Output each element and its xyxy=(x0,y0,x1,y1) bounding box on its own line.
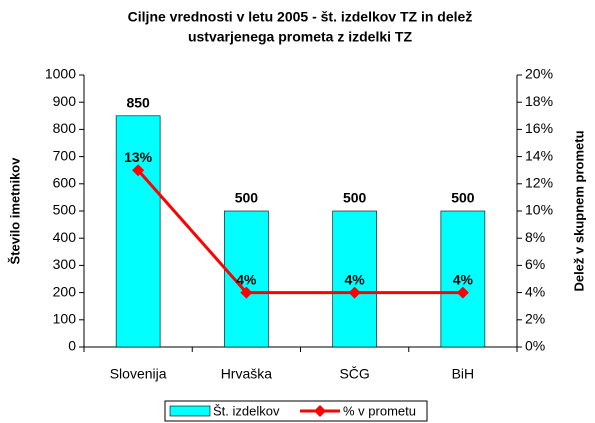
x-tick-label: BiH xyxy=(452,366,475,382)
y-tick-label: 0 xyxy=(68,338,76,354)
bar-value-label: 850 xyxy=(126,95,150,111)
x-tick-label: Hrvaška xyxy=(221,366,273,382)
marker xyxy=(456,286,469,299)
line-value-label: 4% xyxy=(345,271,366,287)
bar xyxy=(332,210,377,348)
y-tick-label: 100 xyxy=(53,311,77,327)
bar xyxy=(440,210,486,348)
legend-box xyxy=(164,400,428,422)
legend-swatch xyxy=(169,405,211,417)
y2-axis-label: Delež v skupnem prometu xyxy=(571,130,586,291)
y-tick-label: 400 xyxy=(53,229,77,245)
x-tick-label: Slovenija xyxy=(110,366,167,382)
bar-value-label: 500 xyxy=(343,190,367,206)
y2-tick-label: 6% xyxy=(525,256,545,272)
line-value-label: 13% xyxy=(124,149,153,165)
bar-value-label: 500 xyxy=(451,190,475,206)
marker xyxy=(240,286,253,299)
y2-tick-label: 2% xyxy=(525,311,545,327)
y-axis-label: Število imetnikov xyxy=(7,157,22,265)
legend-label: Št. izdelkov xyxy=(213,403,280,418)
chart-title: ustvarjenega prometa z izdelki TZ xyxy=(188,29,413,45)
legend-label: % v prometu xyxy=(343,403,416,418)
chart-title: Ciljne vrednosti v letu 2005 - št. izdel… xyxy=(128,9,473,25)
y-tick-label: 600 xyxy=(53,175,77,191)
line xyxy=(137,169,463,295)
y2-tick-label: 16% xyxy=(525,120,553,136)
y-tick-label: 500 xyxy=(53,202,77,218)
marker xyxy=(348,286,361,299)
y-tick-label: 1000 xyxy=(45,66,76,82)
y2-tick-label: 14% xyxy=(525,147,553,163)
bar xyxy=(224,210,269,348)
y2-tick-label: 12% xyxy=(525,175,553,191)
y-tick-label: 200 xyxy=(53,283,77,299)
bar xyxy=(115,115,161,348)
y2-tick-label: 18% xyxy=(525,93,553,109)
y2-tick-label: 4% xyxy=(525,283,545,299)
marker xyxy=(132,164,145,177)
line-value-label: 4% xyxy=(453,271,474,287)
y-tick-label: 900 xyxy=(53,93,77,109)
y-tick-label: 700 xyxy=(53,147,77,163)
y2-tick-label: 10% xyxy=(525,202,553,218)
line-value-label: 4% xyxy=(236,271,257,287)
y2-tick-label: 20% xyxy=(525,66,553,82)
y2-tick-label: 0% xyxy=(525,338,545,354)
y-tick-label: 300 xyxy=(53,256,77,272)
y2-tick-label: 8% xyxy=(525,229,545,245)
legend-swatch xyxy=(314,405,326,417)
y-tick-label: 800 xyxy=(53,120,77,136)
x-tick-label: SČG xyxy=(339,366,369,382)
bar-value-label: 500 xyxy=(235,190,259,206)
